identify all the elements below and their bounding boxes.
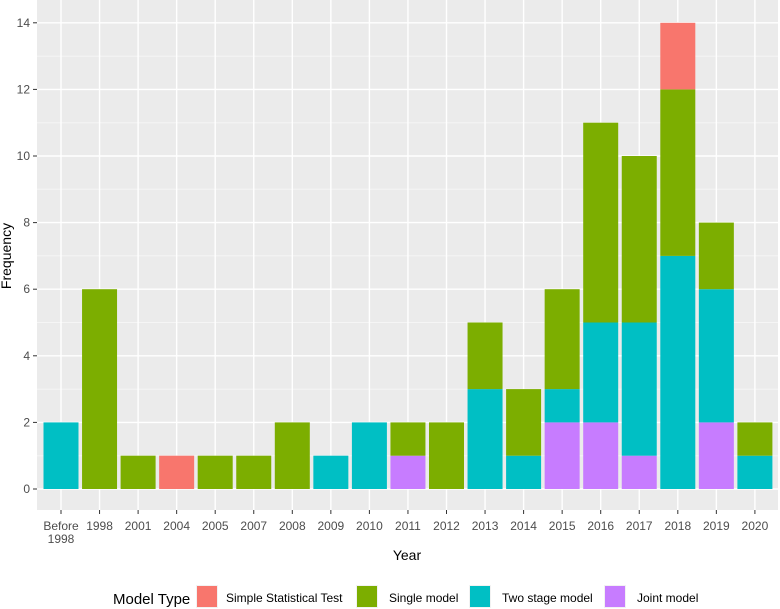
bar-two-stage-model-2020: [737, 455, 773, 489]
bar-two-stage-model-2017: [621, 322, 657, 456]
x-tick-label: 2014: [510, 519, 537, 533]
bar-single-model-2007: [236, 455, 272, 489]
bar-simple-statistical-test-2004: [159, 455, 195, 489]
bar-joint-model-2017: [621, 455, 657, 489]
x-tick-label: 2009: [317, 519, 344, 533]
bar-single-model-2001: [120, 455, 156, 489]
x-tick-label: 2007: [240, 519, 267, 533]
bar-single-model-2008: [274, 422, 310, 489]
bar-two-stage-model-2010: [351, 422, 387, 489]
legend-label-single-model: Single model: [389, 591, 458, 605]
bar-two-stage-model-2014: [506, 455, 542, 489]
bar-two-stage-model-2015: [544, 389, 580, 423]
y-tick-label: 14: [17, 16, 31, 30]
bar-single-model-2018: [660, 89, 696, 256]
legend-label-two-stage-model: Two stage model: [502, 591, 593, 605]
legend: Model Type Simple Statistical Test Single…: [113, 585, 698, 608]
bar-single-model-2015: [544, 289, 580, 390]
bar-simple-statistical-test-2018: [660, 22, 696, 90]
bar-two-stage-model-2018: [660, 255, 696, 489]
bar-single-model-2014: [506, 389, 542, 456]
y-tick-label: 0: [23, 482, 30, 496]
bar-single-model-2019: [698, 222, 734, 290]
y-tick-label: 2: [23, 415, 30, 429]
bar-two-stage-model-2013: [467, 389, 503, 489]
x-tick-label: 1998: [86, 519, 113, 533]
legend-swatch-simple-statistical-test: [197, 586, 217, 607]
y-axis-title: Frequency: [0, 223, 14, 289]
bar-single-model-1998: [82, 289, 118, 489]
x-tick-label: 2013: [472, 519, 499, 533]
bar-joint-model-2011: [390, 455, 426, 489]
x-tick-label: 2019: [703, 519, 730, 533]
bars: [43, 22, 773, 489]
x-tick-label: 2004: [163, 519, 190, 533]
bar-two-stage-model-2016: [583, 322, 619, 423]
legend-label-joint-model: Joint model: [637, 591, 698, 605]
x-tick-label: 2012: [433, 519, 460, 533]
y-tick-label: 4: [23, 349, 30, 363]
x-tick-label: 2001: [125, 519, 152, 533]
bar-single-model-2012: [429, 422, 464, 489]
bar-joint-model-2019: [698, 422, 734, 489]
bar-single-model-2005: [197, 455, 233, 489]
x-tick-label: 2016: [587, 519, 614, 533]
bar-single-model-2017: [621, 156, 657, 323]
bar-single-model-2020: [737, 422, 773, 456]
x-tick-label: 2017: [626, 519, 653, 533]
bar-single-model-2016: [583, 122, 619, 323]
x-tick-label: 2018: [664, 519, 691, 533]
bar-two-stage-model-before-1998: [43, 422, 79, 489]
x-tick-label: 2015: [549, 519, 576, 533]
x-tick-label: 2008: [279, 519, 306, 533]
legend-title: Model Type: [113, 591, 190, 608]
y-tick-label: 12: [17, 82, 31, 96]
x-tick-label: 2011: [395, 519, 421, 533]
legend-swatch-two-stage-model: [470, 586, 490, 607]
y-tick-label: 10: [17, 149, 31, 163]
legend-swatch-single-model: [357, 586, 377, 607]
legend-swatch-joint-model: [605, 586, 625, 607]
bar-single-model-2011: [390, 422, 426, 456]
legend-label-simple-statistical-test: Simple Statistical Test: [226, 591, 343, 605]
x-tick-label: 2010: [356, 519, 383, 533]
y-tick-label: 6: [23, 282, 30, 296]
x-tick-label: Before 1998: [43, 519, 79, 546]
bar-two-stage-model-2009: [313, 455, 349, 489]
bar-single-model-2013: [467, 322, 503, 390]
x-tick-label: 2005: [202, 519, 229, 533]
bar-two-stage-model-2019: [698, 289, 734, 423]
x-tick-label: 2020: [742, 519, 769, 533]
x-axis-ticks: Before 1998 1998 2001 2004 2005 2007 2008 2009 20…: [43, 510, 769, 546]
bar-joint-model-2016: [583, 422, 619, 489]
y-axis-ticks: 0 2 4 6 8 10 12 14: [17, 16, 37, 496]
y-tick-label: 8: [23, 216, 30, 230]
bar-joint-model-2015: [544, 422, 580, 489]
x-axis-title: Year: [393, 547, 422, 563]
